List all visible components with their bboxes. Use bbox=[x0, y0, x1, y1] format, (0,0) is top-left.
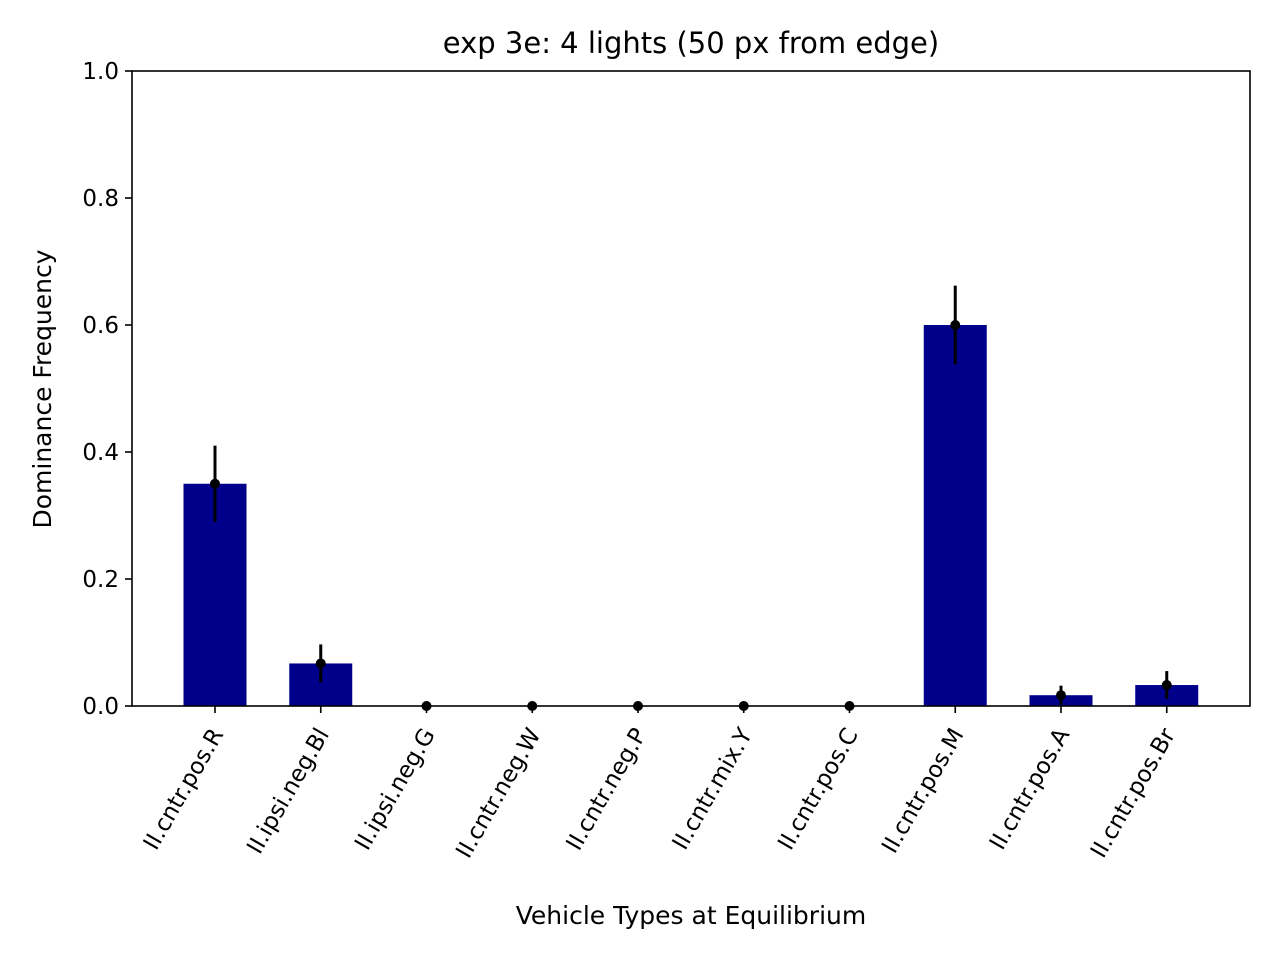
data-point bbox=[315, 658, 326, 669]
y-tick-label: 0.6 bbox=[82, 313, 119, 339]
x-tick-label: II.cntr.pos.Br bbox=[1086, 724, 1181, 863]
x-tick-label: II.cntr.neg.P bbox=[562, 724, 653, 855]
x-tick-label: II.cntr.pos.M bbox=[877, 724, 969, 858]
data-point bbox=[210, 478, 220, 489]
x-tick-label: II.cntr.neg.W bbox=[451, 724, 546, 863]
y-tick-label: 1.0 bbox=[82, 59, 119, 85]
x-tick-label: II.ipsi.neg.Bl bbox=[242, 724, 335, 859]
x-tick-label: II.cntr.pos.C bbox=[773, 724, 863, 855]
data-point bbox=[1056, 690, 1066, 701]
y-axis-label: Dominance Frequency bbox=[28, 249, 57, 528]
plot-area bbox=[183, 285, 1199, 711]
x-tick-label: II.cntr.mix.Y bbox=[668, 723, 759, 854]
y-tick-label: 0.8 bbox=[82, 186, 119, 212]
bar bbox=[923, 325, 987, 706]
x-axis-label: Vehicle Types at Equilibrium bbox=[516, 901, 866, 930]
data-point bbox=[950, 320, 961, 330]
y-tick-label: 0.4 bbox=[82, 440, 119, 466]
x-tick-label: II.cntr.pos.R bbox=[139, 724, 229, 855]
x-tick-label: II.ipsi.neg.G bbox=[350, 724, 441, 855]
chart-title: exp 3e: 4 lights (50 px from edge) bbox=[443, 26, 939, 60]
data-point bbox=[1161, 680, 1172, 691]
x-tick-label: II.cntr.pos.A bbox=[985, 724, 1075, 855]
y-axis: 0.0 0.2 0.4 0.6 0.8 1.0 bbox=[82, 59, 132, 720]
y-tick-label: 0.0 bbox=[82, 694, 119, 720]
x-axis: II.cntr.pos.R II.ipsi.neg.Bl II.ipsi.neg.G… bbox=[139, 706, 1181, 863]
y-tick-label: 0.2 bbox=[82, 567, 119, 593]
plot-frame bbox=[131, 70, 1251, 707]
